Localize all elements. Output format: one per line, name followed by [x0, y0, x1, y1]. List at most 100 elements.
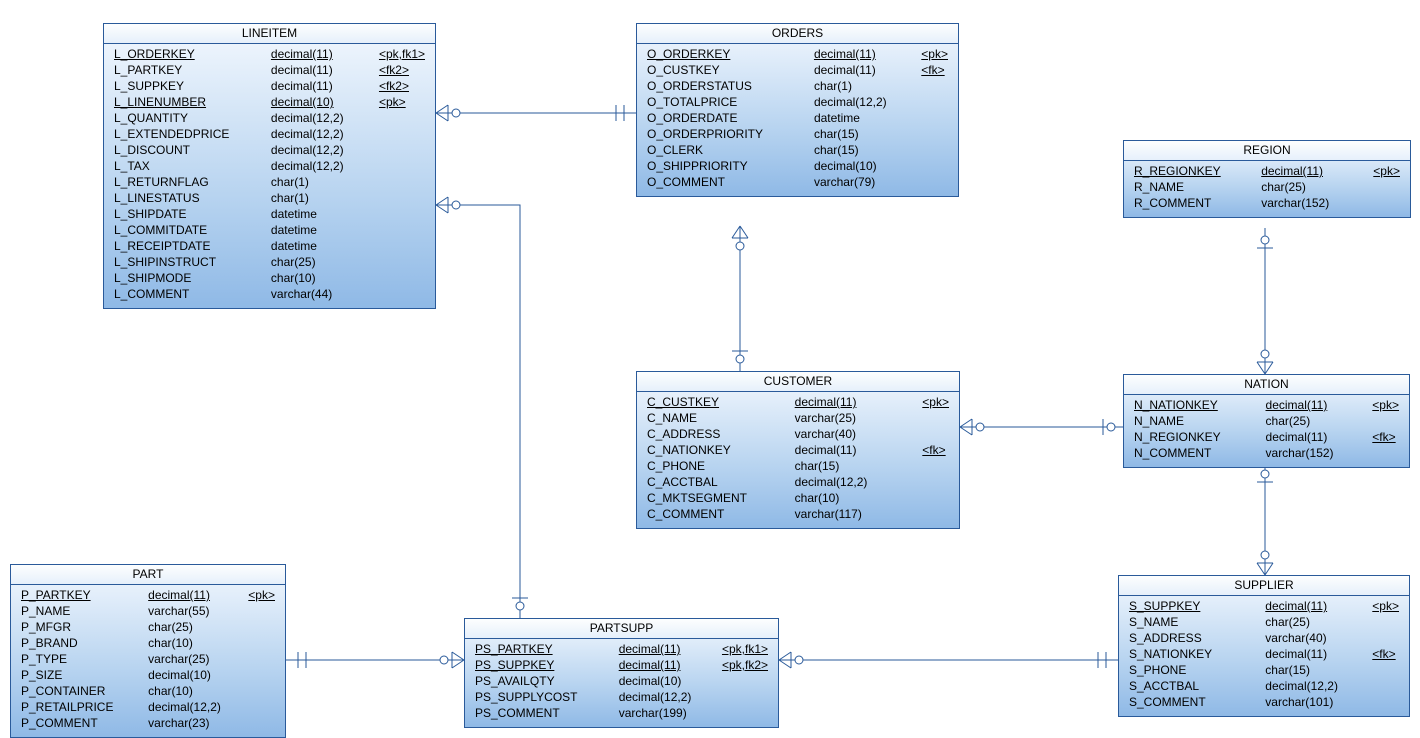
edge-partsupp-supplier	[779, 652, 1118, 668]
column-key	[917, 142, 952, 158]
column-name: L_RECEIPTDATE	[110, 238, 267, 254]
column-name: P_COMMENT	[17, 715, 144, 731]
column-row: L_COMMENTvarchar(44)	[110, 286, 429, 302]
column-key	[1368, 630, 1403, 646]
column-type: decimal(11)	[144, 587, 244, 603]
column-key: <fk2>	[375, 78, 429, 94]
column-type: decimal(11)	[791, 442, 919, 458]
column-type: char(10)	[144, 635, 244, 651]
column-key	[244, 619, 279, 635]
column-name: P_SIZE	[17, 667, 144, 683]
edge-lineitem-partsupp	[436, 197, 528, 618]
entity-nation: NATION N_NATIONKEYdecimal(11)<pk>N_NAMEc…	[1123, 374, 1410, 468]
column-type: decimal(12,2)	[615, 689, 718, 705]
column-row: L_TAXdecimal(12,2)	[110, 158, 429, 174]
column-key	[918, 474, 953, 490]
column-row: P_COMMENTvarchar(23)	[17, 715, 279, 731]
column-row: L_DISCOUNTdecimal(12,2)	[110, 142, 429, 158]
column-row: S_SUPPKEYdecimal(11)<pk>	[1125, 598, 1403, 614]
column-row: PS_COMMENTvarchar(199)	[471, 705, 772, 721]
column-type: decimal(11)	[267, 46, 375, 62]
column-key: <pk,fk1>	[718, 641, 772, 657]
column-type: decimal(10)	[615, 673, 718, 689]
column-row: L_COMMITDATEdatetime	[110, 222, 429, 238]
column-name: O_SHIPPRIORITY	[643, 158, 810, 174]
column-row: P_PARTKEYdecimal(11)<pk>	[17, 587, 279, 603]
column-row: O_ORDERDATEdatetime	[643, 110, 952, 126]
column-row: N_REGIONKEYdecimal(11)<fk>	[1130, 429, 1403, 445]
column-row: C_NATIONKEYdecimal(11)<fk>	[643, 442, 953, 458]
column-type: datetime	[267, 238, 375, 254]
entity-title: ORDERS	[637, 24, 958, 44]
column-key: <pk>	[1368, 397, 1403, 413]
column-key	[375, 142, 429, 158]
column-key	[375, 222, 429, 238]
entity-columns: C_CUSTKEYdecimal(11)<pk>C_NAMEvarchar(25…	[643, 394, 953, 522]
column-row: P_RETAILPRICEdecimal(12,2)	[17, 699, 279, 715]
column-key: <fk>	[918, 442, 953, 458]
column-name: C_MKTSEGMENT	[643, 490, 791, 506]
column-name: O_CLERK	[643, 142, 810, 158]
column-type: datetime	[267, 206, 375, 222]
column-name: P_BRAND	[17, 635, 144, 651]
column-row: L_SHIPINSTRUCTchar(25)	[110, 254, 429, 270]
column-key: <pk,fk1>	[375, 46, 429, 62]
column-key	[375, 206, 429, 222]
column-row: L_EXTENDEDPRICEdecimal(12,2)	[110, 126, 429, 142]
column-key	[244, 667, 279, 683]
column-key	[375, 126, 429, 142]
column-row: C_COMMENTvarchar(117)	[643, 506, 953, 522]
column-type: decimal(11)	[267, 62, 375, 78]
column-name: O_CUSTKEY	[643, 62, 810, 78]
column-row: O_ORDERPRIORITYchar(15)	[643, 126, 952, 142]
column-key: <pk>	[918, 394, 953, 410]
column-type: datetime	[810, 110, 917, 126]
column-row: PS_AVAILQTYdecimal(10)	[471, 673, 772, 689]
column-type: char(1)	[267, 190, 375, 206]
column-key	[1368, 662, 1403, 678]
column-type: decimal(11)	[1262, 397, 1369, 413]
column-name: L_PARTKEY	[110, 62, 267, 78]
column-row: L_SHIPDATEdatetime	[110, 206, 429, 222]
column-key	[244, 603, 279, 619]
column-name: C_ACCTBAL	[643, 474, 791, 490]
column-key	[917, 158, 952, 174]
column-row: C_NAMEvarchar(25)	[643, 410, 953, 426]
column-row: R_REGIONKEYdecimal(11)<pk>	[1130, 163, 1404, 179]
column-type: varchar(40)	[1261, 630, 1368, 646]
column-type: char(1)	[267, 174, 375, 190]
column-type: char(15)	[810, 142, 917, 158]
column-type: varchar(55)	[144, 603, 244, 619]
column-key	[917, 78, 952, 94]
column-name: L_SHIPMODE	[110, 270, 267, 286]
column-key	[375, 190, 429, 206]
column-type: decimal(10)	[267, 94, 375, 110]
column-name: N_NATIONKEY	[1130, 397, 1262, 413]
column-row: L_PARTKEYdecimal(11)<fk2>	[110, 62, 429, 78]
column-key	[1369, 195, 1404, 211]
column-type: char(25)	[1257, 179, 1369, 195]
column-key	[1368, 678, 1403, 694]
column-name: P_PARTKEY	[17, 587, 144, 603]
column-name: L_COMMENT	[110, 286, 267, 302]
column-row: O_TOTALPRICEdecimal(12,2)	[643, 94, 952, 110]
column-type: varchar(25)	[791, 410, 919, 426]
entity-columns: N_NATIONKEYdecimal(11)<pk>N_NAMEchar(25)…	[1130, 397, 1403, 461]
column-type: decimal(11)	[1262, 429, 1369, 445]
column-row: C_ACCTBALdecimal(12,2)	[643, 474, 953, 490]
column-key	[918, 410, 953, 426]
column-key: <pk>	[1368, 598, 1403, 614]
entity-region: REGION R_REGIONKEYdecimal(11)<pk>R_NAMEc…	[1123, 140, 1411, 218]
column-row: O_ORDERKEYdecimal(11)<pk>	[643, 46, 952, 62]
column-key	[244, 699, 279, 715]
column-name: L_LINENUMBER	[110, 94, 267, 110]
column-type: varchar(152)	[1257, 195, 1369, 211]
column-type: decimal(11)	[267, 78, 375, 94]
column-key	[375, 270, 429, 286]
column-name: L_COMMITDATE	[110, 222, 267, 238]
column-key	[375, 286, 429, 302]
column-type: decimal(12,2)	[267, 158, 375, 174]
column-row: L_LINESTATUSchar(1)	[110, 190, 429, 206]
column-key: <pk>	[244, 587, 279, 603]
column-name: L_DISCOUNT	[110, 142, 267, 158]
